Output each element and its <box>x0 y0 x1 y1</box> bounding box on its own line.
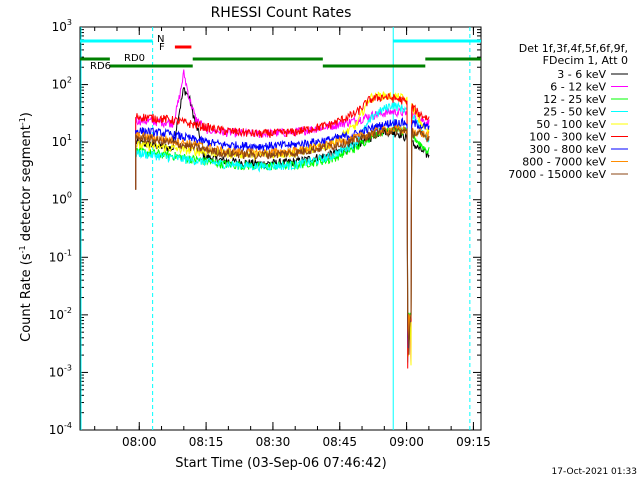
plot-frame <box>79 26 482 431</box>
y-tick-label: 102 <box>52 76 72 92</box>
footer-timestamp: 17-Oct-2021 01:33 <box>552 467 637 477</box>
y-tick-label: 100 <box>52 191 72 207</box>
series-line-4 <box>135 91 430 366</box>
legend-header: Det 1f,3f,4f,5f,6f,9f, <box>519 42 628 55</box>
flag-label: RD0 <box>124 53 145 64</box>
flag-label: N <box>157 34 164 45</box>
legend-entry: 50 - 100 keV <box>536 118 606 131</box>
series-line-7 <box>135 124 430 341</box>
legend-entry: 25 - 50 keV <box>543 106 606 119</box>
legend-entry: 100 - 300 keV <box>529 131 606 144</box>
legend: Det 1f,3f,4f,5f,6f,9f,FDecim 1, Att 03 -… <box>508 42 628 181</box>
legend-entry: 7000 - 15000 keV <box>508 168 606 181</box>
y-tick-label: 10-1 <box>49 248 72 264</box>
y-tick-label: 10-2 <box>49 306 72 322</box>
y-axis-label: Count Rate (s-1 detector segment-1) <box>18 112 34 342</box>
series-line-1 <box>135 69 430 365</box>
legend-entry: 800 - 7000 keV <box>522 156 606 169</box>
chart-title: RHESSI Count Rates <box>211 5 352 21</box>
y-tick-label: 101 <box>52 133 72 149</box>
x-tick-label: 08:45 <box>322 435 357 449</box>
y-tick-label: 10-3 <box>49 363 72 379</box>
x-tick-label: 08:15 <box>189 435 224 449</box>
legend-entry: 12 - 25 keV <box>543 93 606 106</box>
series-line-3 <box>135 101 430 363</box>
x-tick-label: 09:00 <box>389 435 424 449</box>
y-tick-label: 103 <box>52 18 72 34</box>
series-lines <box>135 69 430 369</box>
legend-entry: 3 - 6 keV <box>557 68 606 81</box>
plot-area: 10-4 10-3 10-2 10-1 100 101 102 103 08:00 08:15 08… <box>49 18 491 449</box>
y-tick-label: 10-4 <box>49 421 72 437</box>
x-tick-label: 09:15 <box>456 435 491 449</box>
series-line-6 <box>135 116 430 349</box>
legend-entry: 6 - 12 keV <box>550 81 606 94</box>
x-tick-label: 08:00 <box>122 435 157 449</box>
x-tick-label: 08:30 <box>256 435 291 449</box>
series-line-5 <box>135 92 430 369</box>
flag-label: F <box>159 42 165 53</box>
x-axis-label: Start Time (03-Sep-06 07:46:42) <box>175 456 386 471</box>
legend-header: FDecim 1, Att 0 <box>543 54 628 67</box>
flag-label: RD6 <box>90 61 111 72</box>
series-line-8 <box>135 126 430 355</box>
legend-entry: 300 - 800 keV <box>529 143 606 156</box>
